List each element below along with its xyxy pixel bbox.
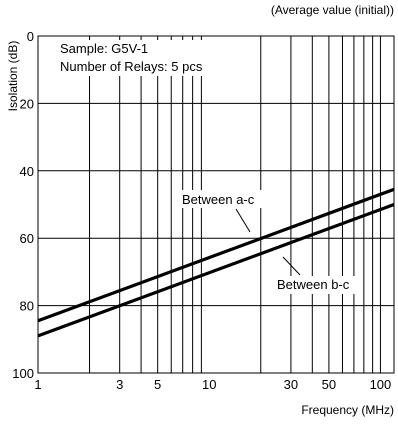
x-tick-label: 5	[154, 377, 161, 392]
x-tick-label: 30	[284, 377, 298, 392]
series-label-a-c: Between a-c	[182, 192, 255, 207]
x-tick-label: 1	[34, 377, 41, 392]
plot-frame	[37, 35, 395, 374]
x-tick-label: 3	[116, 377, 123, 392]
y-tick-label: 0	[27, 29, 34, 44]
series-label-bg-a-c	[179, 190, 263, 208]
y-tick-label: 80	[20, 299, 34, 314]
annotation-box	[56, 40, 218, 76]
series-line-a-c	[37, 187, 395, 323]
x-tick-label: 10	[202, 377, 216, 392]
leader-line-b-c	[282, 256, 301, 276]
annotation-sample: Sample: G5V-1	[60, 41, 148, 56]
leader-line-a-c	[235, 208, 251, 233]
series-line-b-c	[37, 202, 395, 338]
y-tick-label: 40	[20, 164, 34, 179]
x-axis-label: Frequency (MHz)	[301, 403, 394, 417]
series-label-b-c: Between b-c	[277, 277, 350, 292]
tick-labels: 1 3 5 10 30 50 100 0 20 40 60 80 100	[12, 29, 391, 392]
y-axis-label: Isolation (dB)	[6, 41, 20, 112]
series-label-bg-b-c	[274, 276, 358, 294]
chart-subtitle: (Average value (initial))	[271, 3, 394, 17]
series-lines	[37, 187, 395, 338]
y-tick-label: 20	[20, 96, 34, 111]
annotation-relay-count: Number of Relays: 5 pcs	[60, 59, 203, 74]
x-tick-label: 100	[370, 377, 392, 392]
y-tick-label: 100	[12, 366, 34, 381]
x-tick-label: 50	[322, 377, 336, 392]
y-tick-label: 60	[20, 231, 34, 246]
